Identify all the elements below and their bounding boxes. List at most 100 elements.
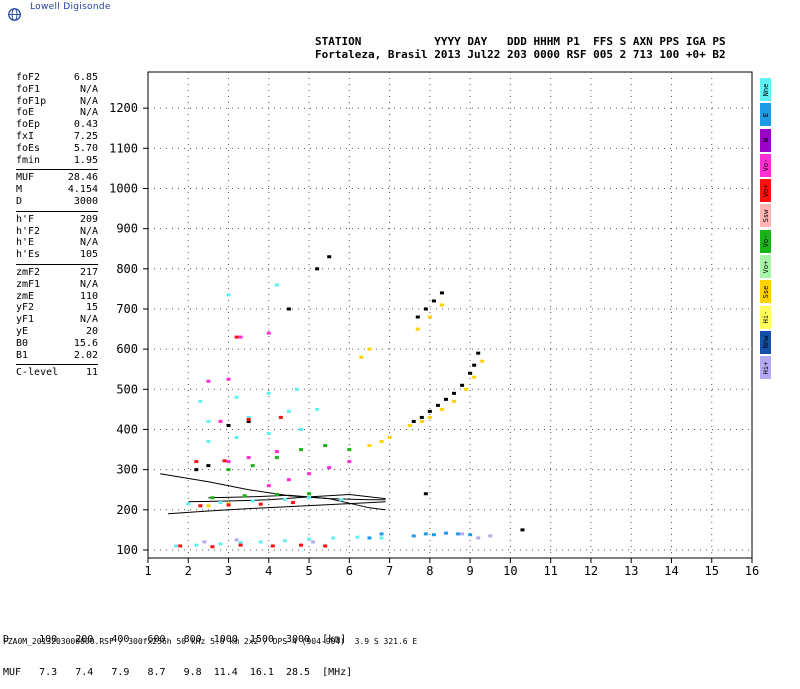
legend-swatch: Vo+	[760, 255, 771, 279]
echo-point	[367, 347, 372, 351]
echo-point	[379, 440, 384, 444]
echo-point	[387, 436, 392, 440]
echo-point	[266, 391, 271, 395]
y-tick-label: 1100	[109, 141, 138, 155]
echo-point	[419, 415, 424, 419]
echo-point	[439, 407, 444, 411]
param-key: M	[16, 184, 23, 196]
param-row: h'E N/A	[16, 237, 98, 249]
param-key: B1	[16, 349, 29, 361]
echo-point	[234, 538, 239, 542]
echo-point	[250, 499, 255, 503]
echo-point	[435, 403, 440, 407]
param-row: yF1 N/A	[16, 314, 98, 326]
echo-point	[234, 395, 239, 399]
param-value: 11	[85, 367, 98, 379]
echo-point	[246, 417, 251, 421]
echo-point	[427, 315, 432, 319]
param-row: foF1p N/A	[16, 96, 98, 108]
y-tick-label: 900	[116, 222, 138, 236]
echo-point	[206, 440, 211, 444]
echo-point	[226, 503, 231, 507]
echo-point	[339, 498, 344, 502]
param-row: foEp 0.43	[16, 119, 98, 131]
echo-point	[266, 484, 271, 488]
echo-point	[218, 419, 223, 423]
param-row: B0 15.6	[16, 338, 98, 350]
echo-point	[315, 267, 320, 271]
echo-point	[206, 504, 211, 508]
y-tick-label: 800	[116, 262, 138, 276]
legend-swatch: Sse	[760, 280, 771, 304]
echo-point	[274, 450, 279, 454]
param-row: M 4.154	[16, 184, 98, 196]
param-row: zmE 110	[16, 291, 98, 303]
echo-point	[464, 387, 469, 391]
echo-point	[246, 456, 251, 460]
polarization-legend: Nne E W Vo- Vo+ Ssw Vo- Vo+ Sse Hi- Nnw Hi+	[760, 78, 772, 382]
y-tick-label: 200	[116, 503, 138, 517]
param-key: foF2	[16, 72, 41, 83]
param-value: N/A	[79, 314, 98, 326]
echo-point	[250, 464, 255, 468]
echo-point	[476, 351, 481, 355]
param-key: D	[16, 195, 23, 207]
echo-point	[218, 501, 223, 505]
echo-point	[443, 531, 448, 535]
plot-frame	[147, 71, 753, 559]
echo-point	[299, 543, 304, 547]
param-key: foEs	[16, 142, 41, 154]
y-tick-label: 300	[116, 463, 138, 477]
echo-point	[452, 391, 457, 395]
param-row: yF2 15	[16, 302, 98, 314]
echo-point	[439, 303, 444, 307]
echo-point	[270, 544, 275, 548]
param-value: N/A	[79, 83, 98, 95]
param-key: zmF1	[16, 278, 41, 290]
echo-point	[307, 492, 312, 496]
echo-point	[246, 415, 251, 419]
param-row: fxI 7.25	[16, 131, 98, 143]
logo: Lowell Digisonde	[8, 2, 188, 24]
param-key: C-level	[16, 367, 59, 379]
echo-point	[282, 539, 287, 543]
echo-point	[311, 540, 316, 544]
muf-table: D 100 200 400 600 800 1000 1500 3000 [km…	[3, 612, 352, 689]
param-value: 217	[79, 266, 98, 278]
y-tick-label: 600	[116, 342, 138, 356]
x-tick-label: 6	[346, 564, 353, 578]
echo-point	[520, 528, 525, 532]
echo-point	[234, 335, 239, 339]
legend-swatch: Hi+	[760, 356, 771, 380]
echo-point	[226, 460, 231, 464]
param-key: MUF	[16, 172, 35, 184]
echo-point	[327, 466, 332, 470]
param-value: N/A	[79, 95, 98, 107]
x-tick-label: 11	[543, 564, 557, 578]
param-value: 15	[85, 302, 98, 314]
echo-point	[258, 540, 263, 544]
param-value: 6.85	[73, 72, 98, 83]
echo-point	[290, 501, 295, 505]
param-key: h'F	[16, 213, 35, 225]
param-row: h'F 209	[16, 214, 98, 226]
parameter-table: foF2 6.85 foF1 N/A foF1p N/A foE N/A foEp 0.43 fxI…	[16, 72, 98, 379]
echo-point	[178, 544, 183, 548]
legend-swatch: W	[760, 128, 771, 152]
echo-point	[210, 545, 215, 549]
echo-point	[226, 377, 231, 381]
echo-point	[443, 397, 448, 401]
param-row: MUF 28.46	[16, 172, 98, 184]
echo-point	[194, 468, 199, 472]
x-tick-label: 2	[185, 564, 192, 578]
muf-row: MUF 7.3 7.4 7.9 8.7 9.8 11.4 16.1 28.5 […	[3, 667, 353, 678]
param-value: 105	[79, 249, 98, 261]
y-tick-label: 1000	[109, 181, 138, 195]
echo-point	[367, 536, 372, 540]
echo-point	[294, 387, 299, 391]
x-tick-label: 9	[467, 564, 474, 578]
x-tick-label: 1	[144, 564, 151, 578]
param-value: 1.95	[73, 154, 98, 166]
echo-point	[246, 419, 251, 423]
echo-point	[367, 444, 372, 448]
